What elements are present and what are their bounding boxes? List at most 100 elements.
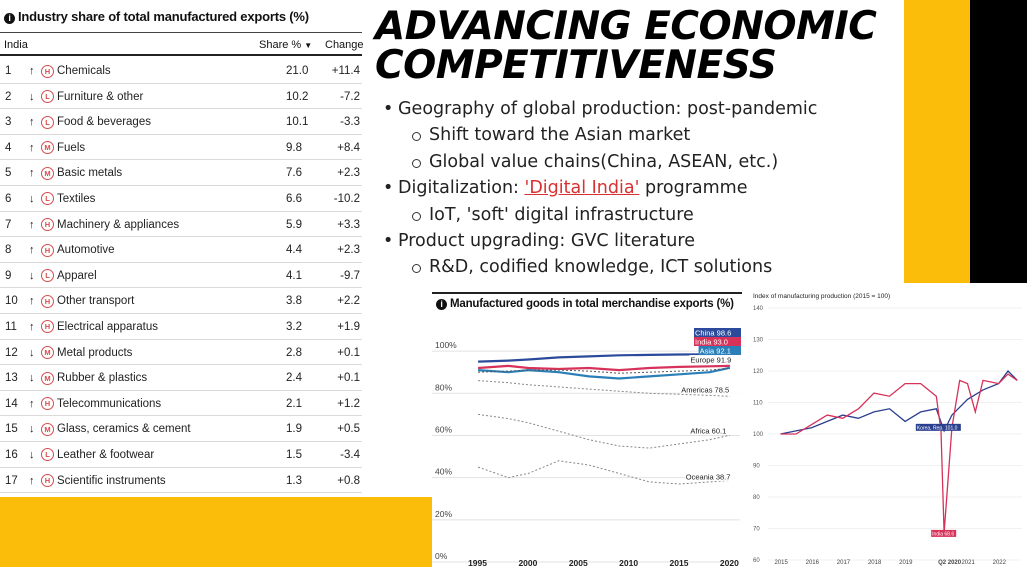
table-row[interactable]: 1 ↑ H Chemicals 21.0 +11.4 <box>0 58 362 84</box>
share-value: 1.3 <box>286 474 302 487</box>
row-rank: 15 <box>5 423 18 436</box>
y-tick-label: 130 <box>753 338 764 344</box>
change-value: -7.2 <box>340 90 360 103</box>
table-row[interactable]: 17 ↑ H Scientific instruments 1.3 +0.8 <box>0 468 362 494</box>
row-rank: 13 <box>5 372 18 385</box>
tech-level-badge: M <box>41 422 54 436</box>
row-rank: 7 <box>5 218 12 231</box>
change-value: +1.2 <box>337 397 360 410</box>
row-rank: 12 <box>5 346 18 359</box>
bullet-product-upgrading: Product upgrading: GVC literature <box>381 228 817 255</box>
decorative-yellow-block-left <box>0 497 432 567</box>
x-tick-label: 2022 <box>993 560 1007 566</box>
share-value: 1.5 <box>286 448 302 461</box>
annotation-bg-korea <box>915 423 961 431</box>
series-line-asia <box>478 366 731 380</box>
change-value: +1.9 <box>337 320 360 333</box>
table-row[interactable]: 7 ↑ H Machinery & appliances 5.9 +3.3 <box>0 212 362 238</box>
x-tick-label: 2015 <box>774 560 788 566</box>
headline-line-1: ADVANCING ECONOMIC <box>375 4 877 49</box>
table-row[interactable]: 3 ↑ L Food & beverages 10.1 -3.3 <box>0 109 362 135</box>
table-row[interactable]: 15 ↓ M Glass, ceramics & cement 1.9 +0.5 <box>0 416 362 442</box>
table-row[interactable]: 9 ↓ L Apparel 4.1 -9.7 <box>0 263 362 289</box>
trend-up-icon: ↑ <box>29 474 35 487</box>
share-value: 5.9 <box>286 218 302 231</box>
chart2-title: Index of manufacturing production (2015 … <box>753 293 891 300</box>
decorative-yellow-block-right <box>904 0 970 283</box>
change-value: +11.4 <box>331 65 360 77</box>
tech-level-badge: H <box>41 243 54 257</box>
trend-up-icon: ↑ <box>29 116 35 129</box>
share-value: 2.8 <box>286 346 302 359</box>
series-label-bg-africa <box>689 426 741 435</box>
decorative-black-block <box>970 0 1027 283</box>
x-tick-label: 2015 <box>670 558 689 567</box>
sort-descending-icon[interactable]: ▼ <box>304 41 313 50</box>
table-row[interactable]: 6 ↓ L Textiles 6.6 -10.2 <box>0 186 362 212</box>
table-row[interactable]: 16 ↓ L Leather & footwear 1.5 -3.4 <box>0 442 362 468</box>
trend-up-icon: ↑ <box>29 141 35 154</box>
x-tick-label: 2010 <box>619 558 638 567</box>
info-icon[interactable]: i <box>4 13 15 24</box>
industry-name: Chemicals <box>57 65 111 77</box>
row-rank: 9 <box>5 269 12 282</box>
tech-level-badge: L <box>41 192 54 206</box>
share-value: 2.4 <box>286 372 302 385</box>
series-line-africa <box>478 413 731 449</box>
series-label-china: China 98.6 <box>695 329 731 338</box>
trend-up-icon: ↑ <box>29 218 35 231</box>
y-tick-label: 40% <box>435 467 452 477</box>
y-tick-label: 110 <box>753 401 763 407</box>
row-rank: 3 <box>5 116 12 129</box>
y-tick-label: 80 <box>753 495 760 501</box>
manufacturing-index-chart: Index of manufacturing production (2015 … <box>746 290 1027 567</box>
tech-level-badge: M <box>41 346 54 360</box>
sub-bullet-asian-market: Shift toward the Asian market <box>381 122 817 148</box>
row-rank: 16 <box>5 448 18 461</box>
tech-level-badge: H <box>41 64 54 78</box>
table-row[interactable]: 4 ↑ M Fuels 9.8 +8.4 <box>0 135 362 161</box>
row-rank: 11 <box>5 320 17 333</box>
table-row[interactable]: 11 ↑ H Electrical apparatus 3.2 +1.9 <box>0 314 362 340</box>
column-header-share[interactable]: Share % ▼ <box>259 39 313 51</box>
sub-bullet-rnd: R&D, codified knowledge, ICT solutions <box>381 254 817 280</box>
industry-name: Glass, ceramics & cement <box>57 423 191 436</box>
trend-down-icon: ↓ <box>29 423 35 436</box>
series-line-india <box>478 364 730 372</box>
x-tick-label: Q2 2020 <box>938 560 962 566</box>
table-row[interactable]: 13 ↓ M Rubber & plastics 2.4 +0.1 <box>0 365 362 391</box>
change-value: +2.3 <box>337 167 360 180</box>
digital-india-link[interactable]: 'Digital India' <box>524 178 640 199</box>
x-tick-label: 2017 <box>837 560 851 566</box>
table-row[interactable]: 12 ↓ M Metal products 2.8 +0.1 <box>0 340 362 366</box>
series-label-india: India 93.0 <box>695 338 728 347</box>
y-tick-label: 20% <box>435 509 452 519</box>
row-rank: 14 <box>5 397 18 410</box>
share-value: 3.2 <box>286 320 302 333</box>
trend-up-icon: ↑ <box>29 65 35 77</box>
chart1-title: i Manufactured goods in total merchandise… <box>436 298 734 310</box>
table-row[interactable]: 14 ↑ H Telecommunications 2.1 +1.2 <box>0 391 362 417</box>
chart-top-rule <box>432 292 742 294</box>
table-row[interactable]: 5 ↑ M Basic metals 7.6 +2.3 <box>0 160 362 186</box>
share-value: 7.6 <box>286 167 302 180</box>
share-value: 3.8 <box>286 295 302 308</box>
series-label-asia: Asia 92.1 <box>700 347 731 356</box>
trend-up-icon: ↑ <box>29 167 35 180</box>
info-icon[interactable]: i <box>436 299 447 310</box>
share-value: 4.4 <box>286 244 302 257</box>
headline-line-2: COMPETITIVENESS <box>375 43 777 88</box>
table-row[interactable]: 10 ↑ H Other transport 3.8 +2.2 <box>0 288 362 314</box>
row-rank: 17 <box>5 474 18 487</box>
industry-name: Machinery & appliances <box>57 218 180 231</box>
table-row[interactable]: 8 ↑ H Automotive 4.4 +2.3 <box>0 237 362 263</box>
trend-down-icon: ↓ <box>29 90 35 103</box>
column-header-country[interactable]: India <box>4 39 28 51</box>
trend-up-icon: ↑ <box>29 397 35 410</box>
industry-name: Furniture & other <box>57 90 144 103</box>
change-value: +2.2 <box>337 295 360 308</box>
table-row[interactable]: 2 ↓ L Furniture & other 10.2 -7.2 <box>0 84 362 110</box>
column-header-change[interactable]: Change <box>325 39 364 51</box>
series-line-korea <box>780 370 1018 435</box>
y-tick-label: 90 <box>753 464 760 470</box>
